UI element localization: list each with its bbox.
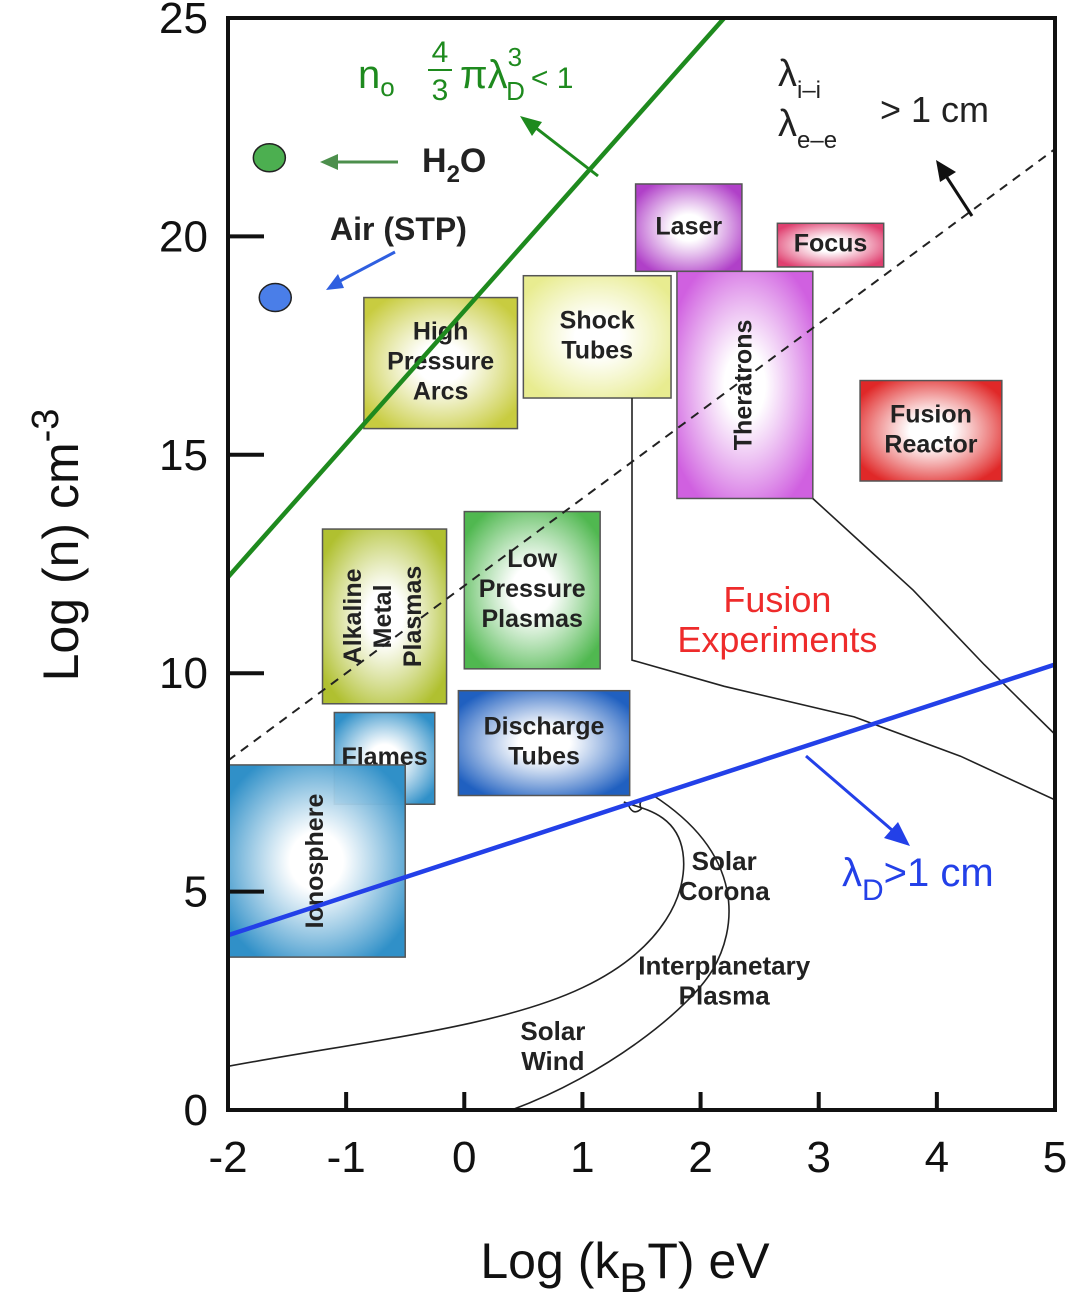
- annotation-label: Solar: [692, 846, 757, 876]
- x-tick-label: 3: [806, 1133, 830, 1182]
- mfp-arrowhead: [936, 160, 956, 182]
- mfp-label-electron: λe–e: [778, 103, 837, 154]
- x-axis-title: Log (kBT) eV: [480, 1233, 770, 1301]
- region-focus: Focus: [776, 222, 885, 268]
- y-axis-title: Log (n) cm-3: [25, 409, 89, 682]
- region-boundary-curve: [631, 398, 1055, 801]
- region-label: Focus: [794, 230, 868, 258]
- region-label: Tubes: [561, 336, 633, 364]
- region-label: Discharge: [484, 713, 605, 741]
- region-box: [859, 379, 1003, 482]
- region-box: [363, 296, 519, 430]
- region-label: Laser: [655, 212, 722, 240]
- x-axis-ticks: -2 -1 0 1 2 3 4 5: [208, 1092, 1067, 1182]
- region-label: Theratrons: [729, 320, 757, 451]
- region-theratrons: Theratrons: [676, 270, 814, 500]
- region-label: Pressure: [479, 575, 586, 603]
- x-axis-title-main: Log (k: [480, 1233, 620, 1289]
- region-box: [321, 528, 448, 705]
- region-laser: Laser: [634, 183, 743, 273]
- region-label: Tubes: [508, 743, 580, 771]
- mfp-label-ion: λi–i: [778, 53, 821, 104]
- x-tick-label: 5: [1043, 1133, 1067, 1182]
- region-label: Plasmas: [481, 605, 582, 633]
- x-axis-title-sub: B: [619, 1254, 647, 1301]
- region-boundary-curve: [812, 497, 1055, 735]
- x-tick-label: -2: [208, 1133, 247, 1182]
- region-box: [776, 222, 885, 268]
- annotation-label: Fusion: [723, 579, 831, 620]
- debye-sphere-arrow: [535, 126, 599, 178]
- region-label: High: [413, 318, 469, 346]
- region-box: [463, 510, 601, 670]
- annotation-label: Experiments: [677, 619, 877, 660]
- point-label-air: Air (STP): [330, 211, 467, 247]
- region-label: Fusion: [890, 400, 972, 428]
- mfp-arrow: [944, 175, 974, 217]
- debye-sphere-label: no: [358, 53, 395, 102]
- region-label: Metal: [369, 584, 397, 648]
- region-boundary-curve: [228, 801, 685, 1068]
- debye-sphere-label-tail: πλ3 D < 1: [460, 42, 573, 106]
- point-marker: [258, 282, 293, 313]
- debye-length-arrow: [805, 754, 893, 832]
- debye-sphere-line: [228, 18, 726, 579]
- region-box: [522, 274, 672, 399]
- region-label: Alkaline: [339, 568, 367, 664]
- x-tick-label: 2: [688, 1133, 712, 1182]
- region-alkaline-metal-plasmas: Alkaline Metal Plasmas: [321, 528, 448, 705]
- y-axis-title-sup: -3: [25, 409, 67, 443]
- region-box: [634, 183, 743, 273]
- air-arrowhead: [326, 274, 344, 290]
- mfp-label-tail: > 1 cm: [880, 89, 989, 130]
- y-axis-ticks: 0 5 10 15 20 25: [159, 0, 264, 1135]
- h2o-arrowhead: [320, 154, 338, 170]
- y-tick-label: 10: [159, 649, 208, 698]
- region-label: Shock: [560, 306, 635, 334]
- region-label: Low: [507, 545, 558, 573]
- mean-free-path-line: [228, 148, 1055, 762]
- region-box: [457, 689, 631, 797]
- x-tick-label: 1: [570, 1133, 594, 1182]
- annotation-label: Wind: [521, 1046, 584, 1076]
- region-label: Arcs: [413, 378, 469, 406]
- region-box: [676, 270, 814, 500]
- annotation-label: Interplanetary: [638, 951, 810, 981]
- air-arrow: [337, 250, 396, 284]
- point-marker: [252, 143, 287, 173]
- debye-length-arrowhead: [884, 822, 910, 846]
- fraction-numerator: 4: [432, 36, 449, 69]
- annotation-label: Plasma: [679, 981, 771, 1011]
- fraction-denominator: 3: [432, 74, 449, 107]
- plot-frame: [226, 16, 1057, 1112]
- x-tick-label: 0: [452, 1133, 476, 1182]
- debye-sphere-arrowhead: [520, 116, 542, 136]
- y-tick-label: 25: [159, 0, 208, 43]
- y-axis-title-main: Log (n) cm: [33, 442, 89, 681]
- annotation-label: Solar: [520, 1016, 585, 1046]
- debye-length-label: λD>1 cm: [842, 851, 994, 907]
- y-tick-label: 0: [184, 1086, 208, 1135]
- region-label: Pressure: [387, 348, 494, 376]
- y-tick-label: 20: [159, 212, 208, 261]
- region-label: Reactor: [884, 430, 977, 458]
- x-axis-title-tail: T) eV: [647, 1233, 770, 1289]
- point-label-h2o: H2O: [422, 142, 486, 188]
- region-boundary-curve: [511, 794, 730, 1110]
- x-tick-label: -1: [327, 1133, 366, 1182]
- annotation-label: Corona: [679, 876, 771, 906]
- debye-length-line: [228, 662, 1055, 938]
- y-tick-label: 5: [184, 868, 208, 917]
- x-tick-label: 4: [925, 1133, 949, 1182]
- y-tick-label: 15: [159, 431, 208, 480]
